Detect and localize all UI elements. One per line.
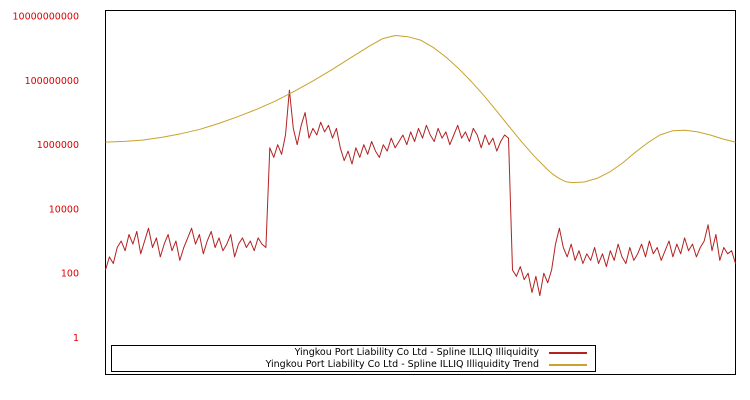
plot-border	[105, 10, 736, 375]
legend-label-trend: Yingkou Port Liability Co Ltd - Spline I…	[265, 359, 539, 370]
y-axis-tick-label: 1000000	[37, 140, 79, 151]
y-axis-tick-label: 10000000000	[13, 12, 80, 23]
y-axis-tick-label: 100	[61, 269, 79, 280]
legend-item: Yingkou Port Liability Co Ltd - Spline I…	[120, 359, 587, 370]
legend-line-sample-illiquidity	[549, 351, 587, 354]
legend: Yingkou Port Liability Co Ltd - Spline I…	[111, 345, 596, 372]
y-axis-tick-label: 10000	[49, 204, 79, 215]
legend-label-illiquidity: Yingkou Port Liability Co Ltd - Spline I…	[294, 347, 539, 358]
y-axis-tick-label: 100000000	[25, 76, 79, 87]
legend-item: Yingkou Port Liability Co Ltd - Spline I…	[120, 347, 587, 358]
series-line-illiquidity	[105, 89, 736, 297]
y-axis-tick-label: 1	[73, 333, 79, 344]
series-line-trend	[105, 35, 736, 184]
legend-line-sample-trend	[549, 363, 587, 366]
